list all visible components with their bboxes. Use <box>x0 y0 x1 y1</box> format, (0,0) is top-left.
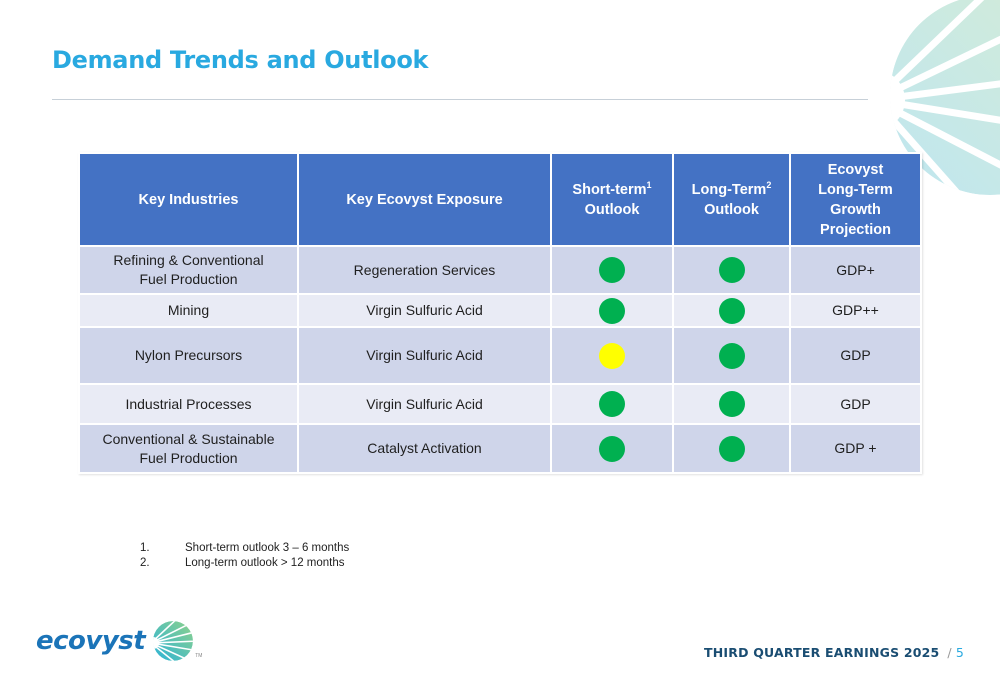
exposure-cell: Catalyst Activation <box>299 425 550 472</box>
short-term-outlook-cell <box>552 247 672 293</box>
footnotes: 1. Short-term outlook 3 – 6 months 2. Lo… <box>140 541 349 571</box>
footnote-item: 2. Long-term outlook > 12 months <box>140 557 345 569</box>
footnote-item: 1. Short-term outlook 3 – 6 months <box>140 542 350 554</box>
short-term-outlook-cell <box>552 295 672 326</box>
footnote-ref: 2 <box>766 179 772 190</box>
industry-cell: Mining <box>80 295 297 326</box>
sunburst-logo-icon <box>153 621 194 661</box>
industry-cell: Industrial Processes <box>80 385 297 423</box>
growth-projection-cell: GDP + <box>791 425 920 472</box>
table-row: Mining Virgin Sulfuric Acid GDP++ <box>80 295 920 326</box>
long-term-outlook-cell <box>674 247 789 293</box>
footer-label: THIRD QUARTER EARNINGS 2025 <box>704 645 940 660</box>
exposure-cell: Virgin Sulfuric Acid <box>299 295 550 326</box>
industry-cell: Refining & Conventional Fuel Production <box>80 247 297 293</box>
header-key-industries: Key Industries <box>80 154 297 245</box>
header-long-term-outlook: Long-Term2 Outlook <box>674 154 789 245</box>
status-dot-green-icon <box>599 391 625 417</box>
status-dot-green-icon <box>718 342 745 369</box>
status-dot-green-icon <box>718 391 745 417</box>
industry-cell: Nylon Precursors <box>80 328 297 383</box>
outlook-table: Key Industries Key Ecovyst Exposure Shor… <box>78 152 922 474</box>
footer-separator: / <box>947 645 952 660</box>
slide-footer: THIRD QUARTER EARNINGS 2025 /5 <box>704 645 964 660</box>
growth-projection-cell: GDP++ <box>791 295 920 326</box>
long-term-outlook-cell <box>674 385 789 423</box>
sunburst-decoration <box>890 0 1000 195</box>
table-row: Conventional & Sustainable Fuel Productio… <box>80 425 920 472</box>
logo-wordmark: ecovyst <box>36 626 146 656</box>
ecovyst-logo: ecovyst TM <box>36 619 202 663</box>
long-term-outlook-cell <box>674 425 789 472</box>
table-row: Refining & Conventional Fuel Production Re… <box>80 247 920 293</box>
status-dot-green-icon <box>599 297 625 324</box>
header-key-exposure: Key Ecovyst Exposure <box>299 154 550 245</box>
table-row: Nylon Precursors Virgin Sulfuric Acid GDP <box>80 328 920 383</box>
short-term-outlook-cell <box>552 385 672 423</box>
title-divider <box>52 99 868 100</box>
status-dot-green-icon <box>718 297 745 324</box>
long-term-outlook-cell <box>674 328 789 383</box>
exposure-cell: Virgin Sulfuric Acid <box>299 328 550 383</box>
status-dot-green-icon <box>718 257 745 283</box>
table-row: Industrial Processes Virgin Sulfuric Acid… <box>80 385 920 423</box>
page-title: Demand Trends and Outlook <box>52 46 429 74</box>
status-dot-green-icon <box>599 435 625 462</box>
status-dot-green-icon <box>718 435 745 462</box>
growth-projection-cell: GDP+ <box>791 247 920 293</box>
industry-cell: Conventional & Sustainable Fuel Productio… <box>80 425 297 472</box>
long-term-outlook-cell <box>674 295 789 326</box>
exposure-cell: Regeneration Services <box>299 247 550 293</box>
exposure-cell: Virgin Sulfuric Acid <box>299 385 550 423</box>
growth-projection-cell: GDP <box>791 385 920 423</box>
status-dot-green-icon <box>599 257 625 283</box>
table-header-row: Key Industries Key Ecovyst Exposure Shor… <box>80 154 920 245</box>
status-dot-yellow-icon <box>599 342 625 369</box>
page-number: 5 <box>955 645 964 660</box>
short-term-outlook-cell <box>552 328 672 383</box>
growth-projection-cell: GDP <box>791 328 920 383</box>
header-growth-projection: Ecovyst Long-Term Growth Projection <box>791 154 920 245</box>
short-term-outlook-cell <box>552 425 672 472</box>
header-short-term-outlook: Short-term1 Outlook <box>552 154 672 245</box>
trademark-mark: TM <box>195 653 203 659</box>
footnote-ref: 1 <box>646 179 652 190</box>
